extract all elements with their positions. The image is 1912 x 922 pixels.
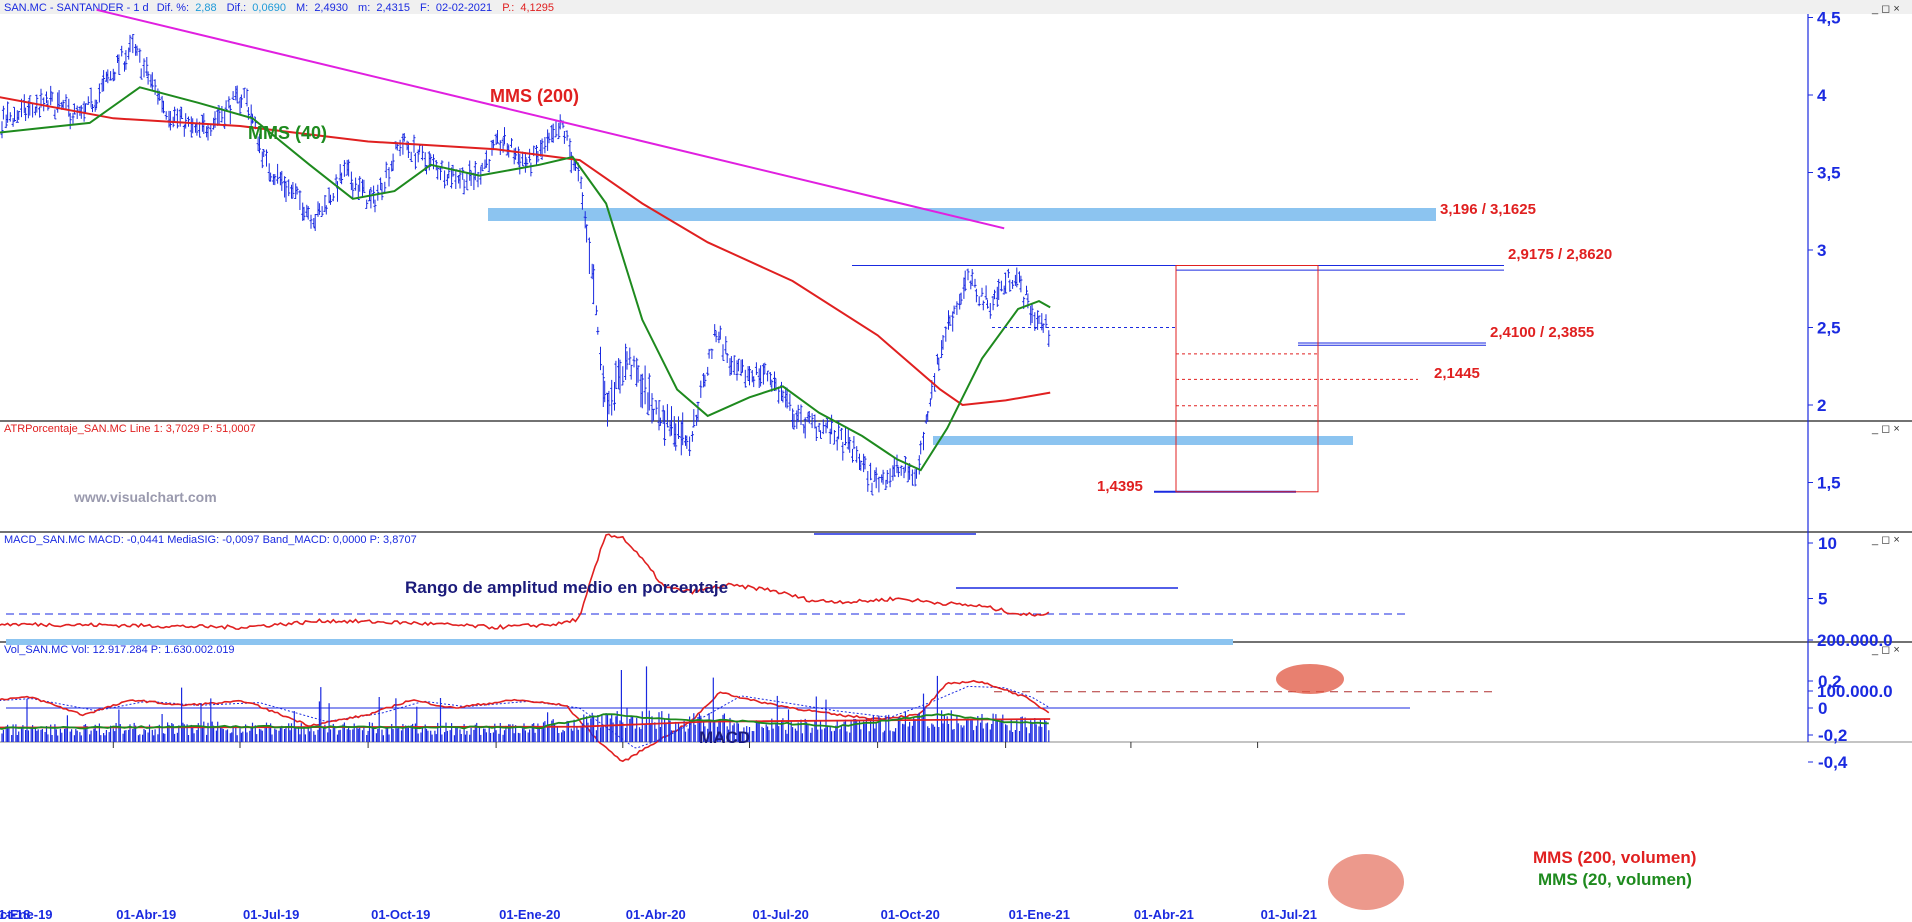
- price-levels: [852, 265, 1504, 493]
- price-y-tick-label: 2: [1817, 396, 1826, 415]
- price-y-tick-label: 1,5: [1817, 474, 1841, 493]
- annotation-res2: 2,9175 / 2,8620: [1508, 246, 1612, 263]
- series-line-mms40: [0, 86, 1051, 472]
- macd-y-tick-label: -0,2: [1818, 726, 1847, 745]
- header-dif: 0,0690: [252, 2, 286, 14]
- header-dif-label: Dif.:: [227, 2, 247, 14]
- svg-text:_ ◻ ×: _ ◻ ×: [1871, 644, 1900, 656]
- annotation-sup2: 2,1445: [1434, 365, 1480, 382]
- atr-y-tick-label: 5: [1818, 590, 1827, 609]
- x-tick-label: 01-Jul-21: [1261, 907, 1317, 922]
- window-controls-vol[interactable]: _ ◻ ×: [1871, 644, 1900, 656]
- atr-y-tick-label: 10: [1818, 534, 1837, 553]
- x-tick-label: 01-Jul-19: [243, 907, 299, 922]
- annotation-atr-title: Rango de amplitud medio en porcentaje: [405, 578, 728, 597]
- annotation-res1: 3,196 / 3,1625: [1440, 201, 1536, 218]
- annotation-mms40: MMS (40): [248, 123, 327, 143]
- series-line-mms200: [0, 96, 1051, 407]
- macd-y-tick-label: -0,4: [1818, 753, 1848, 772]
- header-dif-pct-label: Dif. %:: [157, 2, 189, 14]
- header-info: SAN.MC - SANTANDER - 1 d Dif. %: 2,88 Di…: [4, 2, 554, 14]
- annotation-vol-mms200: MMS (200, volumen): [1533, 848, 1696, 867]
- annotation-macd-title: MACD: [699, 728, 750, 747]
- x-tick-label: 01-Ene-19: [0, 907, 53, 922]
- header-min: 2,4315: [376, 2, 410, 14]
- price-zones: [488, 208, 1436, 445]
- header-bar: [0, 0, 1912, 14]
- x-tick-label: 01-Ene-20: [499, 907, 560, 922]
- x-tick-label: 01-Abr-20: [626, 907, 686, 922]
- price-y-tick-label: 3,5: [1817, 164, 1841, 183]
- price-y-tick-label: 3: [1817, 241, 1826, 260]
- header-dif-pct: 2,88: [195, 2, 216, 14]
- svg-text:_ ◻ ×: _ ◻ ×: [1871, 534, 1900, 546]
- header-max-label: M:: [296, 2, 308, 14]
- macd-panel: [0, 664, 1492, 763]
- x-tick-label: 01-Ene-21: [1009, 907, 1070, 922]
- annotation-sup1: 2,4100 / 2,3855: [1490, 324, 1594, 341]
- header-date-label: F:: [420, 2, 430, 14]
- resistance-zone: [488, 208, 1436, 221]
- atr-zone: [6, 639, 1233, 645]
- price-y-tick-label: 2,5: [1817, 319, 1841, 338]
- series-line-atr: [0, 533, 1050, 631]
- x-tick-label: 01-Abr-21: [1134, 907, 1194, 922]
- macd-y-tick-label: 0: [1818, 699, 1827, 718]
- window-controls-macd[interactable]: _ ◻ ×: [1871, 534, 1900, 546]
- header-min-label: m:: [358, 2, 370, 14]
- x-tick-label: 01-Oct-20: [881, 907, 940, 922]
- support-zone: [933, 436, 1353, 445]
- vol-highlight-ellipse: [1328, 854, 1404, 910]
- measure-box: [1175, 265, 1319, 493]
- window-controls-atr[interactable]: _ ◻ ×: [1871, 423, 1900, 435]
- price-bars: [0, 34, 1051, 496]
- header-close: 4,1295: [520, 2, 554, 14]
- annotation-low: 1,4395: [1097, 478, 1143, 495]
- vol-y-tick-label: 100.000.0: [1817, 682, 1893, 701]
- header-symbol: SAN.MC - SANTANDER - 1 d: [4, 2, 149, 14]
- x-tick-label: 01-Jul-20: [753, 907, 809, 922]
- price-y-tick-label: 4: [1817, 86, 1827, 105]
- series-line-vol-mms20: [0, 713, 1049, 730]
- price-lines: [0, 8, 1051, 472]
- header-max: 2,4930: [314, 2, 348, 14]
- vol-y-tick-label: 200.000.0: [1817, 631, 1893, 650]
- annotation-vol-mms20: MMS (20, volumen): [1538, 870, 1692, 889]
- price-y-tick-label: 4,5: [1817, 9, 1841, 28]
- vol-panel: [0, 666, 1404, 910]
- macd-y-tick-label: 0,2: [1818, 672, 1842, 691]
- header-close-label: P.:: [502, 2, 514, 14]
- x-tick-label: 01-Abr-19: [116, 907, 176, 922]
- panel-label-vol: Vol_SAN.MC Vol: 12.917.284 P: 1.630.002.…: [4, 644, 235, 656]
- watermark: www.visualchart.com: [73, 489, 217, 505]
- annotation-mms200: MMS (200): [490, 86, 579, 106]
- x-tick-label: 01-Oct-19: [371, 907, 430, 922]
- trendline: [96, 8, 1005, 230]
- x-tick-label: ct-18: [0, 907, 30, 922]
- macd-highlight-ellipse: [1276, 664, 1344, 694]
- panel-label-macd: MACD_SAN.MC MACD: -0,0441 MediaSIG: -0,0…: [4, 534, 417, 546]
- panel-label-atr: ATRPorcentaje_SAN.MC Line 1: 3,7029 P: 5…: [4, 423, 256, 435]
- svg-text:_ ◻ ×: _ ◻ ×: [1871, 423, 1900, 435]
- series-line-macd: [0, 679, 1050, 763]
- svg-text:_ ◻ ×: _ ◻ ×: [1871, 3, 1900, 15]
- atr-panel: [0, 533, 1410, 645]
- header-date: 02-02-2021: [436, 2, 492, 14]
- window-controls-price[interactable]: _ ◻ ×: [1871, 3, 1900, 15]
